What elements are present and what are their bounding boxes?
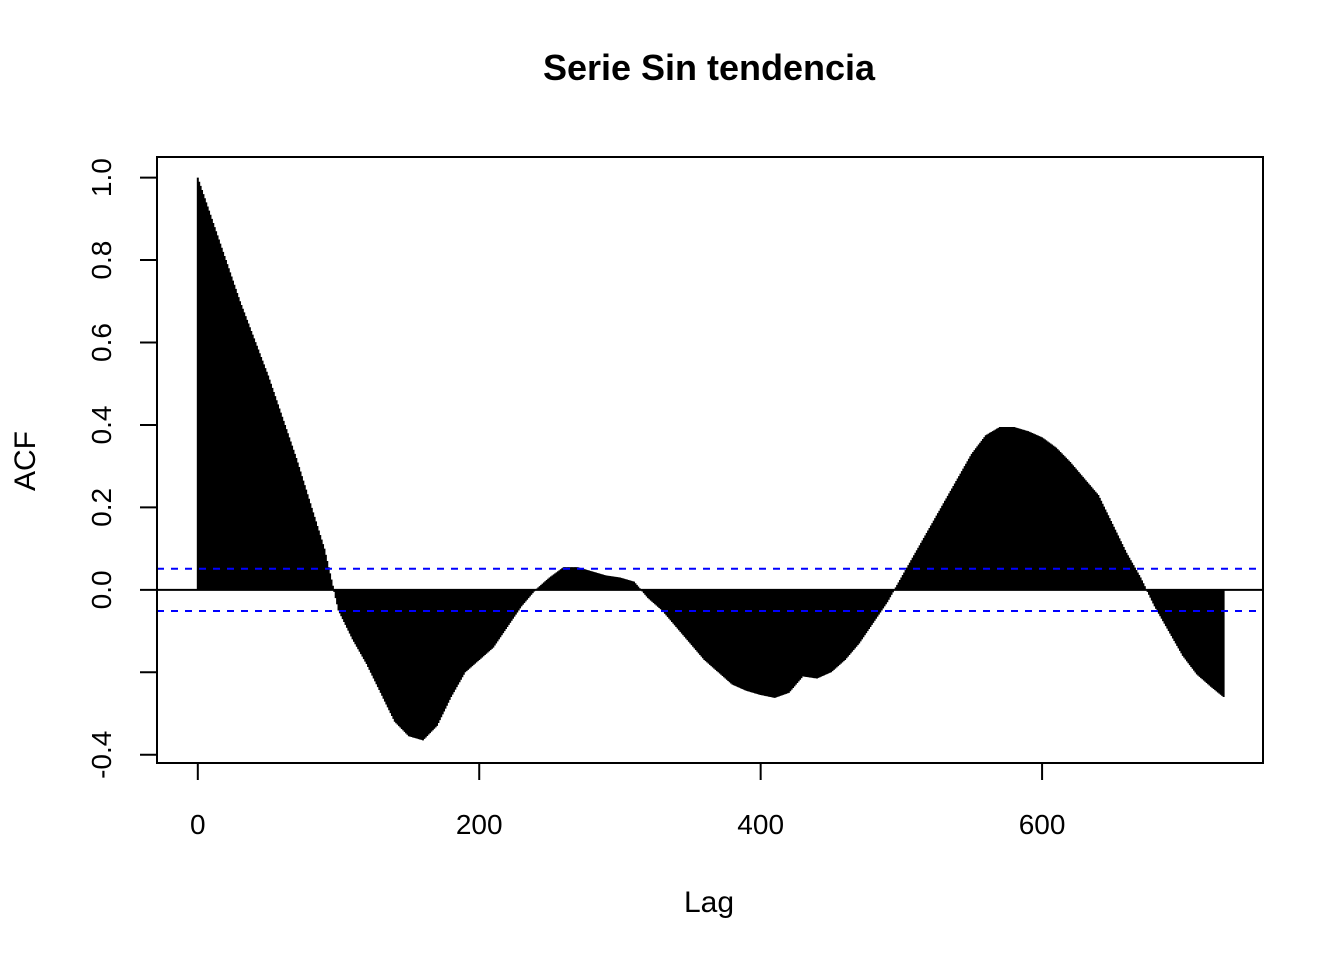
x-tick-label: 200 xyxy=(456,809,503,840)
y-axis-label: ACF xyxy=(9,431,42,491)
x-axis: 0 200 400 600 xyxy=(190,762,1066,840)
plot-frame xyxy=(156,156,1264,764)
y-tick-label: 0.4 xyxy=(86,406,117,445)
x-tick-label: 400 xyxy=(737,809,784,840)
y-tick-label: 0.6 xyxy=(86,323,117,362)
y-tick-label: 0.0 xyxy=(86,570,117,609)
acf-bars xyxy=(196,177,1225,741)
y-tick-label: 1.0 xyxy=(86,158,117,197)
x-tick-label: 0 xyxy=(190,809,206,840)
y-tick-label: 0.8 xyxy=(86,241,117,280)
x-axis-label: Lag xyxy=(684,886,734,919)
chart-title: Serie Sin tendencia xyxy=(543,47,876,88)
y-tick-label: 0.2 xyxy=(86,488,117,527)
y-axis: -0.4 0.0 0.2 0.4 0.6 0.8 1.0 xyxy=(86,158,158,779)
y-tick-label: -0.4 xyxy=(86,731,117,779)
x-tick-label: 600 xyxy=(1019,809,1066,840)
